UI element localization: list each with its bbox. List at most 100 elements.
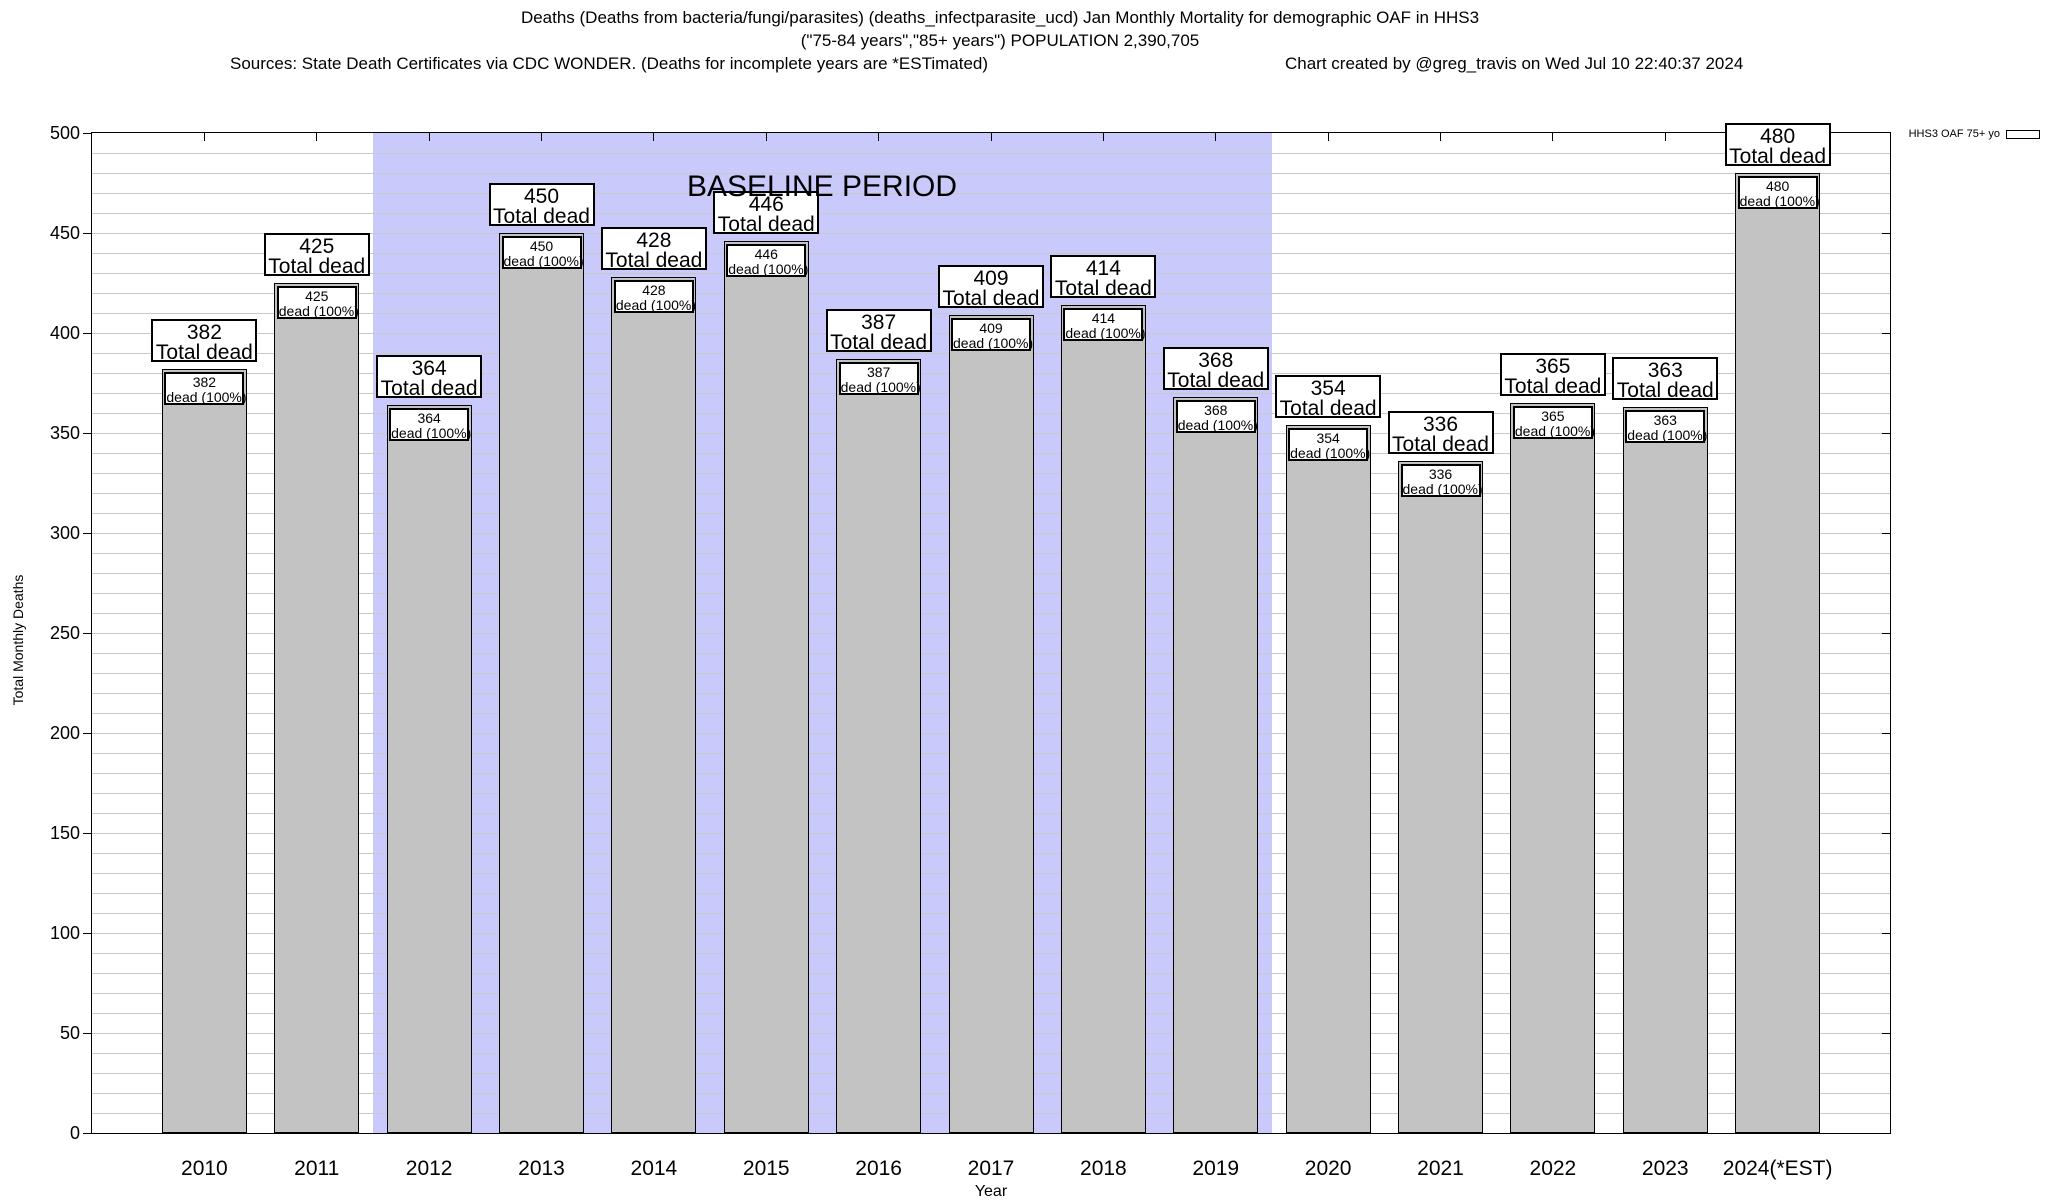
- bar-inner-label: 414 dead (100%): [1063, 308, 1146, 341]
- bar-top-value: 336: [1422, 413, 1459, 436]
- grid-line: [92, 193, 1890, 194]
- bar: [836, 359, 922, 1133]
- y-tick-mark: [83, 532, 92, 534]
- bar-top-suffix: Total dead: [493, 205, 590, 228]
- bar-inner-label: 365 dead (100%): [1512, 406, 1595, 439]
- bar-inner-suffix: dead (100%): [1627, 427, 1708, 443]
- bar-top-suffix: Total dead: [1729, 145, 1827, 168]
- x-axis-title: Year: [974, 1183, 1008, 1200]
- bar: [274, 283, 360, 1133]
- bar-top-label: 365 Total dead: [1499, 353, 1606, 397]
- bar: [1398, 461, 1483, 1133]
- bar-top-label: 368 Total dead: [1162, 347, 1269, 392]
- bar-inner-suffix: dead (100%): [1402, 481, 1483, 497]
- bar-top-label: 382 Total dead: [151, 319, 258, 364]
- plot-area: 382 dead (100%) 382 Total dead 425 dead (100%…: [91, 123, 1891, 1134]
- bar-top-suffix: Total dead: [1167, 369, 1265, 392]
- bar-top-label: 364 Total dead: [376, 355, 483, 399]
- bar: [948, 315, 1034, 1133]
- bar-top-suffix: Total dead: [717, 213, 815, 236]
- bar-inner-label: 446 dead (100%): [726, 244, 809, 277]
- x-tick-label: 2012: [405, 1157, 453, 1180]
- bar-top-value: 354: [1310, 377, 1346, 400]
- x-tick-label: 2022: [1529, 1157, 1577, 1180]
- bar-top-suffix: Total dead: [1279, 397, 1377, 420]
- x-tick-mark-top: [1102, 133, 1104, 141]
- bar-top-value: 409: [973, 267, 1009, 290]
- bar-top-label: 409 Total dead: [938, 265, 1044, 310]
- baseline-period-label: BASELINE PERIOD: [686, 170, 958, 203]
- bar-top-suffix: Total dead: [1054, 277, 1152, 300]
- bar-inner-suffix: dead (100%): [1177, 417, 1258, 433]
- bar-inner-suffix: dead (100%): [1739, 193, 1820, 209]
- bar-top-value: 382: [186, 321, 222, 344]
- y-tick-mark: [83, 1032, 92, 1034]
- bar-top-label: 450 Total dead: [488, 183, 595, 228]
- bar-inner-suffix: dead (100%): [278, 303, 359, 319]
- x-tick-mark-top: [203, 133, 205, 141]
- bar-top-suffix: Total dead: [155, 341, 253, 364]
- bar-top-suffix: Total dead: [942, 287, 1040, 310]
- x-tick-mark-top: [428, 133, 430, 141]
- bar-inner-label: 336 dead (100%): [1400, 464, 1483, 497]
- bar-inner-value: 414: [1091, 310, 1116, 326]
- bar-top-value: 364: [411, 357, 447, 380]
- grid-line: [92, 253, 1890, 254]
- bar-inner-label: 387 dead (100%): [838, 362, 921, 395]
- bar-inner-value: 428: [642, 282, 666, 298]
- legend: HHS3 OAF 75+ yo: [1880, 128, 2040, 140]
- x-tick-label: 2020: [1304, 1157, 1352, 1180]
- x-tick-mark-top: [653, 133, 655, 141]
- bar-top-value: 428: [636, 229, 672, 252]
- y-tick-mark: [83, 932, 92, 934]
- y-tick-mark: [83, 1132, 92, 1134]
- bar: [386, 405, 472, 1133]
- bar-inner-value: 480: [1765, 178, 1790, 194]
- y-tick-label: 0: [69, 1123, 80, 1143]
- y-tick-mark-right: [1882, 333, 1890, 334]
- x-tick-label: 2018: [1080, 1157, 1127, 1180]
- bar-inner-suffix: dead (100%): [615, 297, 697, 313]
- x-tick-mark-top: [990, 133, 992, 141]
- bar-top-label: 336 Total dead: [1387, 411, 1494, 455]
- bar-inner-value: 368: [1204, 402, 1228, 418]
- y-tick-label: 50: [59, 1023, 80, 1043]
- bar-top-value: 446: [748, 193, 784, 216]
- bar-inner-suffix: dead (100%): [166, 389, 247, 405]
- y-tick-label: 150: [49, 823, 80, 843]
- x-tick-label: 2016: [855, 1157, 902, 1180]
- y-tick-mark: [83, 732, 92, 734]
- bar-top-value: 368: [1198, 349, 1234, 372]
- bar-inner-value: 387: [866, 364, 891, 380]
- y-tick-label: 400: [49, 323, 80, 343]
- x-tick-label: 2021: [1417, 1157, 1464, 1180]
- x-tick-label: 2024(*EST): [1722, 1157, 1833, 1180]
- bar-inner-value: 364: [417, 410, 441, 426]
- bar-top-suffix: Total dead: [830, 331, 928, 354]
- x-tick-label: 2011: [294, 1157, 340, 1180]
- chart-title-line1: Deaths (Deaths from bacteria/fungi/paras…: [520, 8, 1480, 27]
- x-tick-mark-top: [1440, 133, 1441, 141]
- y-axis-title: Total Monthly Deaths: [10, 574, 26, 706]
- bar-inner-value: 365: [1541, 408, 1565, 424]
- x-tick-label: 2019: [1192, 1157, 1240, 1180]
- x-tick-mark-top: [316, 133, 318, 141]
- bar-inner-suffix: dead (100%): [1065, 325, 1146, 341]
- bar-top-suffix: Total dead: [268, 255, 366, 278]
- y-tick-mark: [83, 132, 92, 134]
- bar-inner-value: 409: [979, 320, 1003, 336]
- bar: [1173, 397, 1259, 1133]
- grid-line: [92, 153, 1890, 154]
- bar-inner-label: 480 dead (100%): [1737, 176, 1820, 209]
- bar-inner-suffix: dead (100%): [728, 261, 809, 277]
- bar: [1285, 425, 1371, 1133]
- y-tick-mark: [83, 832, 92, 834]
- bar: [723, 241, 809, 1133]
- y-tick-label: 300: [49, 523, 80, 543]
- bar: [1060, 305, 1146, 1133]
- x-tick-label: 2014: [630, 1157, 678, 1180]
- bar-top-label: 414 Total dead: [1050, 255, 1157, 300]
- y-tick-label: 200: [49, 723, 80, 743]
- bar-inner-label: 364 dead (100%): [389, 408, 471, 441]
- bar-top-label: 428 Total dead: [600, 227, 707, 271]
